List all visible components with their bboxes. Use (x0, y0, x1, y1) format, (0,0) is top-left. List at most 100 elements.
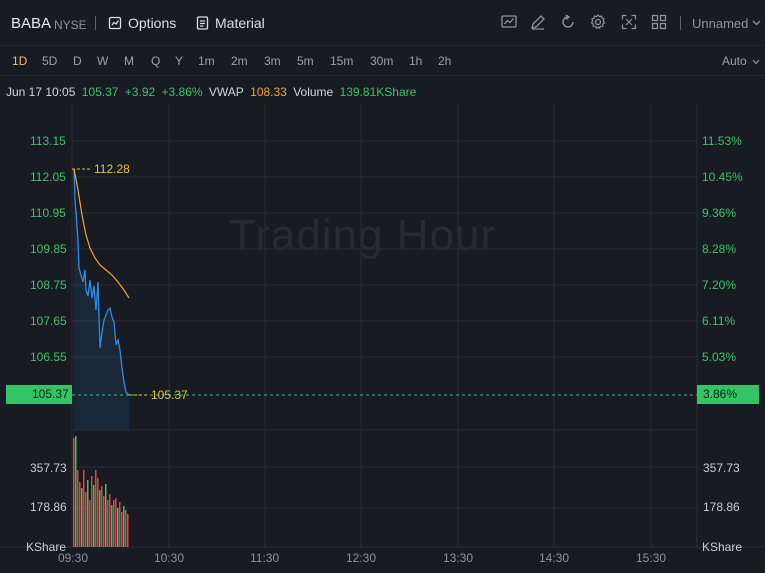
volume-axis-label: 178.86 (703, 500, 740, 514)
settings-icon[interactable] (589, 13, 609, 33)
period-q[interactable]: Q (151, 54, 161, 68)
ticker-symbol[interactable]: BABA (11, 15, 52, 32)
time-axis-label: 13:30 (443, 551, 474, 565)
left-axis-label: 110.95 (30, 206, 66, 220)
right-axis-label: 9.36% (702, 206, 737, 220)
top-toolbar: BABA NYSE Options Material Unnamed (0, 0, 765, 46)
volume-axis-label: 357.73 (703, 461, 740, 475)
layout-grid-icon[interactable] (650, 13, 670, 33)
volume-bar (117, 508, 119, 547)
right-axis-label: 5.03% (702, 350, 737, 364)
volume-bar (91, 476, 93, 547)
volume-series (73, 436, 129, 547)
period-m[interactable]: M (124, 54, 134, 68)
volume-bar (101, 486, 103, 547)
period-5m[interactable]: 5m (297, 54, 314, 68)
time-axis-label: 15:30 (636, 551, 667, 565)
divider (95, 16, 96, 30)
material-button[interactable]: Material (196, 15, 265, 31)
volume-bar (97, 478, 99, 547)
chart-style-icon[interactable] (500, 13, 520, 33)
period-1h[interactable]: 1h (409, 54, 423, 68)
period-selector: 1D 5D D W M Q Y 1m 2m 3m 5m 15m 30m 1h 2… (0, 46, 765, 76)
options-label: Options (128, 15, 177, 31)
fullscreen-icon[interactable] (620, 13, 640, 33)
volume-bar (83, 470, 85, 547)
volume-bar (103, 496, 105, 547)
chevron-down-icon[interactable] (752, 59, 760, 65)
period-d[interactable]: D (73, 54, 82, 68)
period-y[interactable]: Y (175, 54, 184, 68)
price-area (74, 169, 129, 430)
period-3m[interactable]: 3m (264, 54, 281, 68)
right-axis-label: 6.11% (702, 314, 736, 328)
vwap-label: VWAP (208, 85, 244, 99)
volume-bar (107, 500, 109, 547)
period-w[interactable]: W (97, 54, 109, 68)
divider (680, 16, 681, 30)
period-1m[interactable]: 1m (198, 54, 215, 68)
period-30m[interactable]: 30m (370, 54, 394, 68)
price-series (73, 168, 130, 430)
quote-change: +3.92 (124, 85, 156, 99)
right-axis-label: 8.28% (702, 242, 737, 256)
volume-unit-label: KShare (702, 540, 743, 554)
volume-bar (89, 500, 91, 547)
draw-icon[interactable] (529, 13, 549, 33)
volume-label: Volume (293, 85, 334, 99)
time-axis-label: 09:30 (58, 551, 89, 565)
volume-bar (81, 488, 83, 547)
options-icon (108, 16, 122, 30)
volume-bar (115, 498, 117, 547)
left-axis-label: 108.75 (30, 278, 67, 292)
volume-bar (79, 482, 81, 547)
grid-lines (0, 104, 765, 548)
volume-bar (123, 506, 125, 547)
time-axis-label: 12:30 (346, 551, 377, 565)
last-price-marker: 105.37 (151, 388, 188, 402)
volume-bar (111, 505, 113, 547)
volume-bar (125, 510, 127, 547)
left-axis-label: 107.65 (30, 314, 67, 328)
right-axis-label: 10.45% (702, 170, 743, 184)
volume-value: 139.81KShare (339, 85, 417, 99)
time-axis-label: 14:30 (539, 551, 570, 565)
left-axis-label: 109.85 (30, 242, 67, 256)
volume-unit-label: KShare (26, 540, 67, 554)
right-axis-label: 11.53% (702, 134, 742, 148)
volume-bar (73, 438, 75, 547)
price-line (73, 168, 130, 396)
volume-bar (85, 492, 87, 547)
volume-axis-label: 357.73 (30, 461, 67, 475)
options-button[interactable]: Options (108, 15, 176, 31)
current-price-box: 105.37 (6, 385, 72, 404)
volume-bar (119, 502, 121, 547)
time-axis-label: 11:30 (250, 551, 280, 565)
volume-bar (93, 485, 95, 547)
refresh-icon[interactable] (559, 13, 579, 33)
period-2h[interactable]: 2h (438, 54, 452, 68)
vwap-value: 108.33 (250, 85, 287, 99)
volume-bar (77, 470, 79, 547)
volume-bar (75, 436, 77, 547)
layout-name-dropdown[interactable]: Unnamed (692, 16, 749, 31)
quote-info-line: Jun 17 10:05 105.37 +3.92 +3.86% VWAP 10… (6, 85, 419, 99)
volume-bar (109, 494, 111, 547)
document-icon (196, 16, 209, 30)
left-axis-label: 106.55 (30, 350, 67, 364)
left-axis-label: 113.15 (30, 134, 66, 148)
exchange-label: NYSE (54, 18, 87, 32)
period-1d[interactable]: 1D (12, 54, 28, 68)
chevron-down-icon[interactable] (752, 20, 761, 26)
period-15m[interactable]: 15m (330, 54, 354, 68)
volume-bar (99, 490, 101, 547)
volume-bar (127, 514, 129, 547)
period-5d[interactable]: 5D (42, 54, 58, 68)
right-axis-label: 7.20% (702, 278, 737, 292)
scale-mode-dropdown[interactable]: Auto (722, 54, 747, 68)
quote-datetime: Jun 17 10:05 (6, 85, 76, 99)
period-2m[interactable]: 2m (231, 54, 248, 68)
left-axis-label: 112.05 (30, 170, 66, 184)
quote-change-pct: +3.86% (161, 85, 203, 99)
